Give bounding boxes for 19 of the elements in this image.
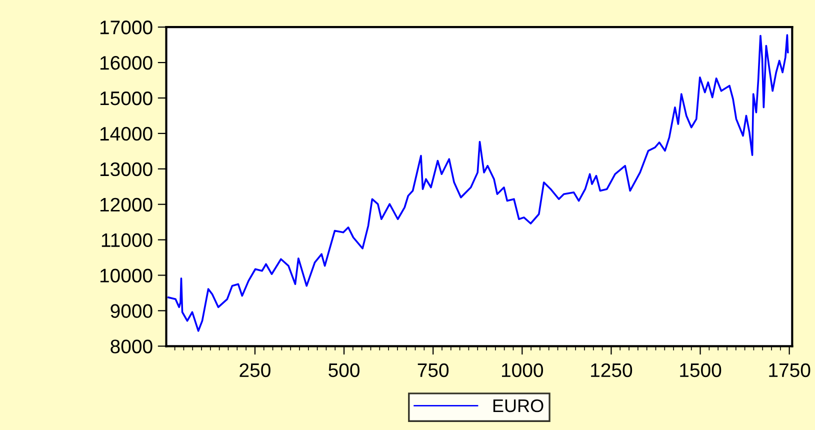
y-tick-label: 16000 [100, 56, 152, 70]
x-tick-label: 750 [418, 363, 449, 378]
y-tick-label: 12000 [100, 198, 152, 212]
x-tick-label: 1250 [591, 363, 632, 378]
y-tick-label: 11000 [102, 233, 152, 248]
x-tick-label: 1750 [769, 363, 810, 378]
x-tick-label: 1500 [680, 363, 722, 378]
y-tick-label: 9000 [110, 304, 152, 318]
y-tick-label: 17000 [100, 20, 152, 34]
y-tick-label: 10000 [100, 268, 152, 282]
line-series [167, 34, 789, 332]
x-tick-label: 500 [328, 363, 360, 378]
x-tick-label: 250 [240, 363, 270, 378]
legend-label: EURO [493, 399, 544, 412]
x-tick-label: 1000 [502, 363, 544, 378]
y-tick-label: 8000 [110, 340, 152, 354]
y-tick-label: 13000 [100, 162, 152, 176]
y-tick-label: 15000 [100, 91, 152, 106]
y-tick-label: 14000 [100, 126, 152, 141]
